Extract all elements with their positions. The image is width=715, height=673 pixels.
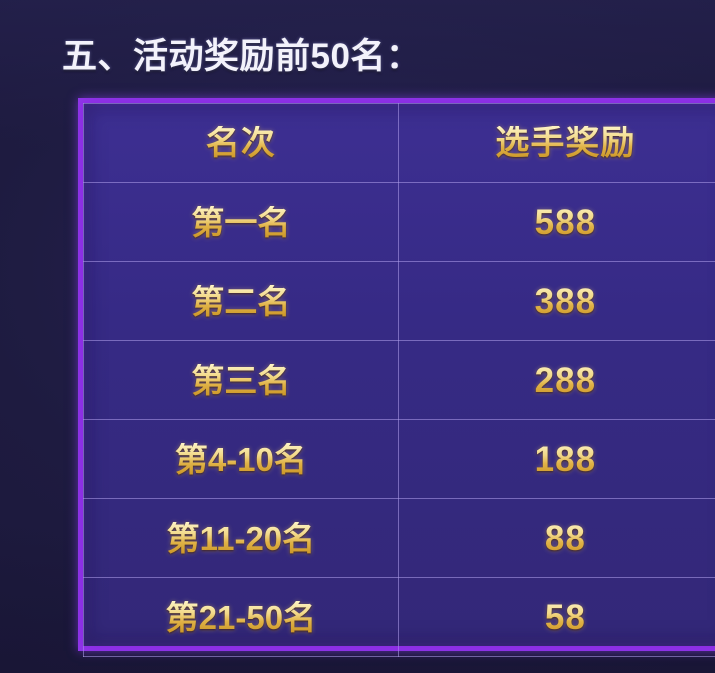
- table-row: 第三名 288: [83, 340, 715, 420]
- column-header-prize: 选手奖励: [397, 103, 715, 183]
- table-row: 第二名 388: [83, 261, 715, 341]
- rank-label: 第11-20名: [84, 522, 398, 555]
- cell-prize: 188: [397, 419, 715, 499]
- prize-value: 588: [399, 205, 715, 240]
- cell-prize: 88: [397, 498, 715, 578]
- cell-rank: 第一名: [83, 182, 399, 262]
- prize-table-container: 名次 选手奖励 第一名 588: [78, 98, 715, 657]
- cell-rank: 第4-10名: [83, 419, 399, 499]
- column-header-rank-label: 名次: [84, 126, 398, 160]
- table-row: 第4-10名 188: [83, 419, 715, 499]
- rank-label: 第二名: [84, 285, 398, 318]
- cell-prize: 288: [397, 340, 715, 420]
- rank-label: 第一名: [84, 206, 398, 239]
- rank-label: 第4-10名: [84, 443, 398, 476]
- cell-prize: 58: [397, 577, 715, 657]
- rank-label: 第21-50名: [84, 601, 398, 634]
- page-title: 五、活动奖励前50名：: [62, 37, 422, 76]
- cell-rank: 第二名: [83, 261, 399, 341]
- prize-value: 388: [399, 284, 715, 319]
- cell-prize: 388: [397, 261, 715, 341]
- cell-rank: 第21-50名: [83, 577, 399, 657]
- table-header-row: 名次 选手奖励: [83, 103, 715, 183]
- table-row: 第11-20名 88: [83, 498, 715, 578]
- prize-value: 88: [399, 521, 715, 556]
- prize-value: 288: [399, 363, 715, 398]
- prize-value: 58: [399, 600, 715, 635]
- cell-rank: 第11-20名: [83, 498, 399, 578]
- prize-value: 188: [399, 442, 715, 477]
- prize-table: 名次 选手奖励 第一名 588: [83, 103, 715, 657]
- cell-rank: 第三名: [83, 340, 399, 420]
- rank-label: 第三名: [84, 364, 398, 397]
- column-header-prize-label: 选手奖励: [399, 126, 715, 160]
- cell-prize: 588: [397, 182, 715, 262]
- table-row: 第一名 588: [83, 182, 715, 262]
- table-row: 第21-50名 58: [83, 577, 715, 657]
- column-header-rank: 名次: [83, 103, 399, 183]
